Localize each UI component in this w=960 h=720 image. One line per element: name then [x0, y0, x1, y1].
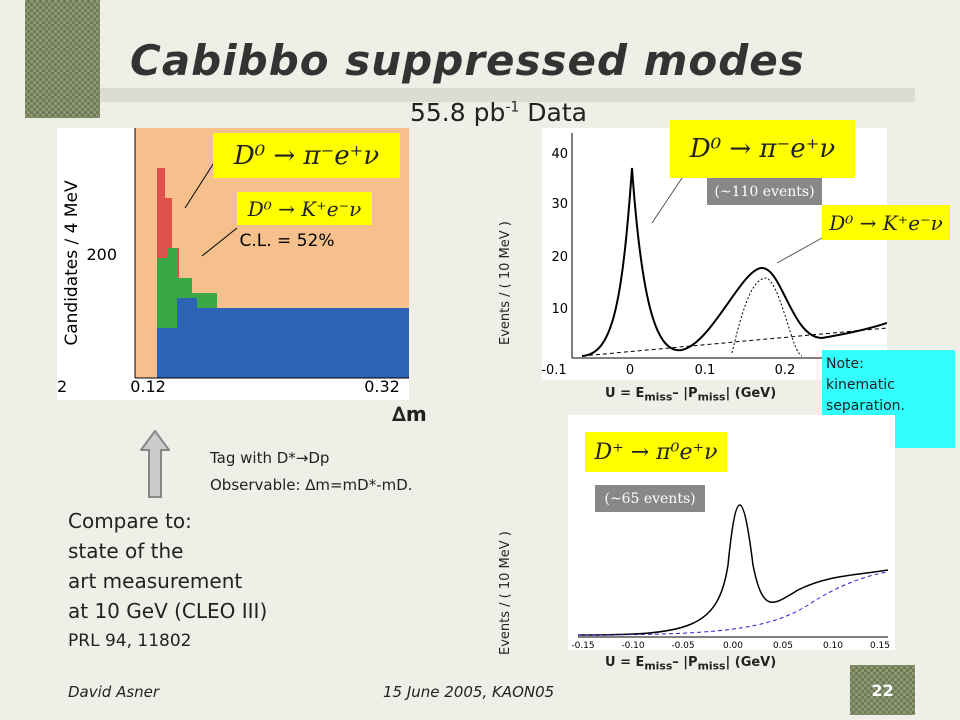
events-box: (~110 events)	[707, 178, 822, 205]
x-label-part: U = E	[605, 386, 645, 401]
x-label-part: – |P	[672, 386, 698, 401]
x-tick: 2	[57, 377, 67, 396]
x-tick: 0.05	[773, 641, 793, 650]
events-box: (~65 events)	[595, 485, 705, 512]
x-tick: 0	[626, 363, 634, 378]
footer-author: David Asner	[68, 683, 160, 701]
tag-line: Tag with D*→Dp	[210, 449, 330, 467]
x-tick: 0.2	[775, 363, 796, 378]
x-label-part: | (GeV)	[725, 655, 777, 670]
cl: C.L. = 52%	[240, 231, 335, 251]
formula-box: D⁺ → π⁰e⁺ν	[585, 432, 727, 472]
note-line: kinematic	[826, 377, 895, 393]
compare-line: PRL 94, 11802	[68, 631, 192, 651]
x-tick: -0.10	[621, 641, 645, 650]
formula-box: D⁰ → K⁺e⁻ν	[822, 205, 950, 240]
x-tick: -0.05	[671, 641, 694, 650]
x-label-sub: miss	[697, 390, 726, 404]
x-label-part: – |P	[672, 655, 698, 670]
y-label: Events / ( 10 MeV )	[498, 221, 513, 345]
title: Cabibbo suppressed modes	[130, 36, 805, 85]
x-tick: 0.12	[130, 377, 166, 396]
formula-box: D⁰ → K⁺e⁻ν	[237, 192, 372, 225]
x-label-part: | (GeV)	[725, 386, 777, 401]
note-line: separation.	[826, 398, 905, 414]
x-tick: 0.32	[364, 377, 400, 396]
subtitle-tail: Data	[519, 98, 587, 127]
subtitle: 55.8 pb-1 Data	[410, 98, 587, 127]
subtitle-sup: -1	[505, 99, 520, 116]
x-tick: -0.15	[571, 641, 594, 650]
note-line: Note:	[826, 356, 864, 372]
footer-date: 15 June 2005, KAON05	[383, 683, 555, 701]
y-tick: 10	[551, 302, 568, 317]
y-tick: 40	[551, 147, 568, 162]
formula-box: D⁰ → π⁻e⁺ν	[670, 120, 855, 178]
x-label: ∆m	[392, 402, 427, 426]
x-tick: 0.15	[870, 641, 890, 650]
y-tick: 20	[551, 250, 568, 265]
x-tick: 0.00	[723, 641, 743, 650]
x-tick: 0.1	[695, 363, 716, 378]
x-tick: -0.1	[542, 363, 567, 378]
compare-line: state of the	[68, 539, 184, 563]
page-number: 22	[871, 680, 894, 700]
compare-line: Compare to:	[68, 509, 192, 533]
formula-box: D⁰ → π⁻e⁺ν	[213, 133, 400, 178]
x-label-part: U = E	[605, 655, 645, 670]
compare-line: at 10 GeV (CLEO III)	[68, 599, 268, 623]
up-arrow	[140, 430, 170, 498]
x-label: U = Emiss– |Pmiss| (GeV)	[605, 386, 776, 404]
y-tick: 200	[86, 245, 117, 264]
compare-line: art measurement	[68, 569, 243, 593]
compare: Compare to: state of the art measurement…	[68, 506, 267, 656]
x-label: U = Emiss– |Pmiss| (GeV)	[605, 655, 776, 673]
x-label-sub: miss	[697, 659, 726, 673]
tag-line: Observable: ∆m=mD*-mD.	[210, 476, 413, 494]
x-label-sub: miss	[644, 659, 673, 673]
x-label-sub: miss	[644, 390, 673, 404]
y-label: Events / ( 10 MeV )	[498, 531, 513, 655]
y-tick: 30	[551, 197, 568, 212]
y-label: Candidates / 4 MeV	[62, 180, 82, 346]
subtitle-main: 55.8 pb	[410, 98, 506, 127]
x-tick: 0.10	[823, 641, 843, 650]
